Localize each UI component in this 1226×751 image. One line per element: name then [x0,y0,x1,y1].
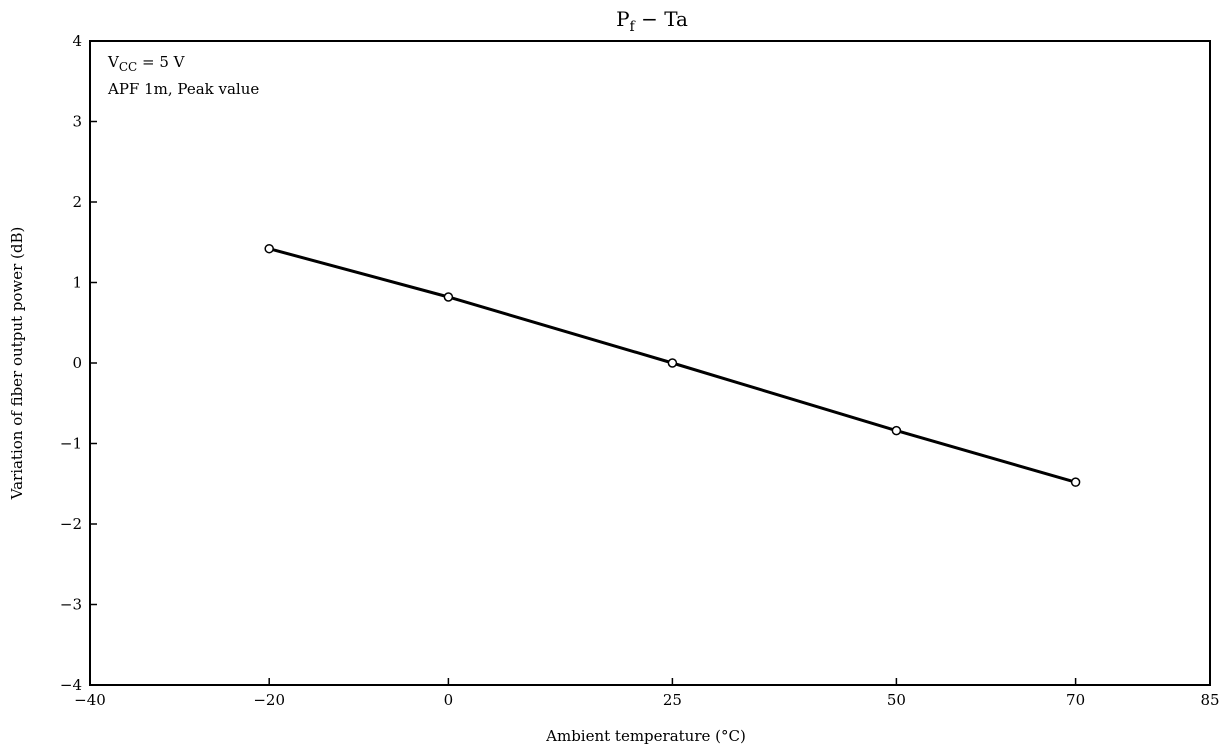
y-tick-label: −4 [60,676,82,694]
data-point-marker [264,243,274,254]
chart-title-rest: − Ta [635,7,688,31]
x-tick-label: 25 [663,691,682,709]
x-tick-label: −40 [74,691,106,709]
chart-title-subscript: f [630,19,637,35]
y-tick-label: −2 [60,515,82,533]
y-tick-label: 3 [72,113,82,131]
x-axis-title: Ambient temperature (°C) [545,727,746,745]
data-point-marker [1070,477,1081,487]
chart-title: Pf − Ta [616,7,688,35]
y-tick-label: −1 [60,435,82,453]
data-point-marker [891,425,902,436]
y-axis-ticks: −4 −3 −2 −1 0 1 2 3 4 [60,32,97,694]
y-axis-title: Variation of fiber output power (dB) [8,227,26,501]
x-tick-label: 70 [1066,691,1085,709]
data-point-marker [667,358,678,368]
annotation-vcc-rest: = 5 V [137,53,185,71]
data-point-marker [443,292,454,302]
chart-title-main: P [616,7,629,31]
x-tick-label: −20 [253,691,285,709]
y-tick-label: −3 [60,596,82,614]
x-tick-label: 85 [1200,691,1219,709]
annotation-vcc-main: V [107,53,120,71]
x-axis-ticks: −40 −20 0 25 50 70 85 [74,678,1220,709]
annotation-vcc: VCC = 5 V [107,53,186,74]
annotation-vcc-subscript: CC [119,60,137,74]
annotation-apf: APF 1m, Peak value [107,80,259,98]
x-tick-label: 0 [444,691,454,709]
x-tick-label: 50 [887,691,906,709]
plot-frame [89,40,1211,686]
data-series [264,243,1081,487]
y-tick-label: 2 [72,193,82,211]
y-tick-label: 4 [72,32,82,50]
y-tick-label: 1 [72,274,82,292]
y-tick-label: 0 [72,354,82,372]
